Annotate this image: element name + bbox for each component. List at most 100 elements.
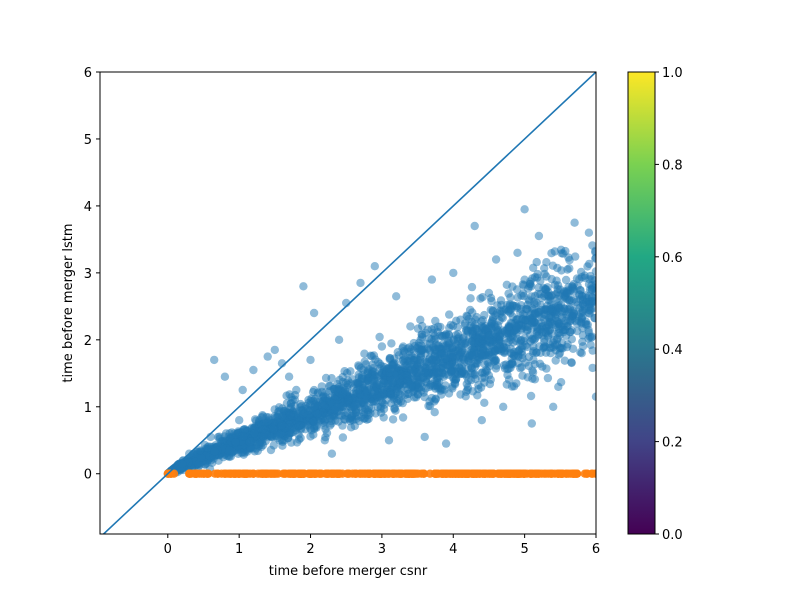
data-point: [322, 428, 332, 438]
data-point: [449, 469, 458, 478]
data-point: [462, 469, 472, 478]
data-point: [480, 378, 489, 387]
series-orange: [163, 469, 596, 478]
data-point: [571, 316, 580, 325]
data-point: [398, 413, 408, 422]
data-point: [388, 361, 398, 370]
data-point: [409, 356, 419, 365]
data-point: [493, 321, 503, 330]
data-point: [534, 231, 544, 241]
data-point: [249, 429, 259, 438]
data-point: [551, 356, 560, 365]
data-point: [516, 363, 525, 373]
data-point: [445, 310, 454, 319]
data-point: [553, 469, 563, 478]
colorbar: 0.0 0.2 0.4 0.6 0.8 1.0: [627, 66, 683, 543]
data-point: [478, 469, 488, 478]
data-point: [591, 287, 596, 296]
data-point: [567, 358, 576, 367]
data-point: [458, 346, 467, 355]
data-point: [480, 360, 489, 369]
data-point: [560, 356, 569, 365]
data-point: [468, 351, 477, 360]
data-point: [420, 432, 429, 442]
data-point: [565, 327, 575, 337]
data-point: [529, 263, 538, 272]
data-point: [488, 469, 497, 478]
data-point: [504, 334, 513, 343]
data-point: [499, 402, 508, 411]
data-point: [377, 342, 387, 351]
data-point: [375, 380, 384, 389]
data-point: [377, 469, 387, 478]
data-point: [486, 305, 495, 315]
data-point: [420, 368, 430, 377]
data-point: [342, 398, 352, 407]
data-point: [477, 350, 486, 359]
data-point: [390, 403, 399, 413]
data-point: [263, 352, 272, 361]
data-point: [333, 386, 342, 395]
data-point: [458, 366, 467, 376]
data-point: [309, 308, 319, 318]
y-tick-label: 6: [84, 66, 92, 81]
data-point: [487, 317, 497, 326]
data-point: [284, 372, 294, 381]
data-point: [446, 367, 456, 377]
data-point: [334, 335, 344, 344]
data-point: [196, 453, 206, 462]
data-point: [450, 379, 460, 389]
data-point: [277, 421, 287, 430]
data-point: [394, 395, 403, 404]
series-blue-dense: [163, 205, 596, 478]
data-point: [471, 315, 480, 324]
data-point: [564, 253, 573, 262]
data-point: [528, 304, 537, 313]
data-point: [491, 255, 501, 264]
data-point: [571, 252, 580, 261]
data-point: [294, 421, 304, 430]
data-point: [416, 315, 425, 324]
data-point: [269, 425, 278, 434]
data-point: [527, 335, 537, 344]
data-point: [385, 388, 395, 398]
data-point: [294, 413, 304, 422]
colorbar-tick-label: 0.6: [662, 251, 683, 266]
data-point: [525, 297, 534, 306]
data-point: [321, 373, 331, 383]
data-point: [354, 361, 363, 370]
data-point: [518, 371, 527, 380]
y-tick-label: 1: [84, 401, 92, 416]
data-point: [462, 311, 471, 320]
data-point: [588, 363, 596, 373]
data-point: [375, 359, 385, 368]
x-tick-label: 3: [378, 542, 386, 557]
y-tick-label: 3: [84, 267, 92, 282]
data-point: [471, 469, 480, 478]
data-point: [538, 362, 547, 371]
data-point: [330, 395, 339, 404]
data-point: [313, 389, 322, 398]
data-point: [352, 378, 361, 387]
data-point: [586, 306, 595, 315]
data-point: [376, 408, 386, 417]
data-point: [367, 352, 376, 361]
data-point: [419, 469, 428, 478]
data-point: [370, 387, 379, 396]
data-point: [566, 469, 575, 478]
data-point: [395, 374, 404, 384]
data-point: [547, 274, 556, 284]
data-point: [591, 267, 596, 276]
data-point: [275, 403, 284, 412]
data-point: [370, 262, 379, 271]
data-point: [563, 265, 572, 274]
data-point: [461, 392, 470, 401]
data-point: [549, 402, 558, 411]
data-point: [225, 446, 234, 455]
data-point: [575, 275, 584, 284]
data-point: [445, 361, 455, 370]
data-point: [368, 360, 377, 369]
data-point: [478, 368, 487, 377]
data-point: [430, 408, 439, 417]
data-point: [287, 403, 296, 412]
